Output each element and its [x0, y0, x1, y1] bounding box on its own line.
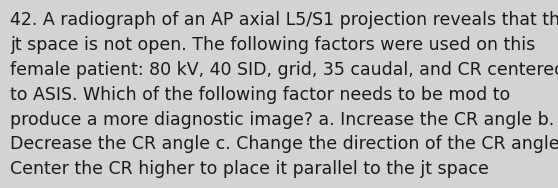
- Text: Decrease the CR angle c. Change the direction of the CR angle d.: Decrease the CR angle c. Change the dire…: [10, 135, 558, 153]
- Text: Center the CR higher to place it parallel to the jt space: Center the CR higher to place it paralle…: [10, 160, 489, 178]
- Text: female patient: 80 kV, 40 SID, grid, 35 caudal, and CR centered: female patient: 80 kV, 40 SID, grid, 35 …: [10, 61, 558, 79]
- Text: produce a more diagnostic image? a. Increase the CR angle b.: produce a more diagnostic image? a. Incr…: [10, 111, 554, 129]
- Text: 42. A radiograph of an AP axial L5/S1 projection reveals that the: 42. A radiograph of an AP axial L5/S1 pr…: [10, 11, 558, 29]
- Text: jt space is not open. The following factors were used on this: jt space is not open. The following fact…: [10, 36, 535, 54]
- Text: to ASIS. Which of the following factor needs to be mod to: to ASIS. Which of the following factor n…: [10, 86, 511, 104]
